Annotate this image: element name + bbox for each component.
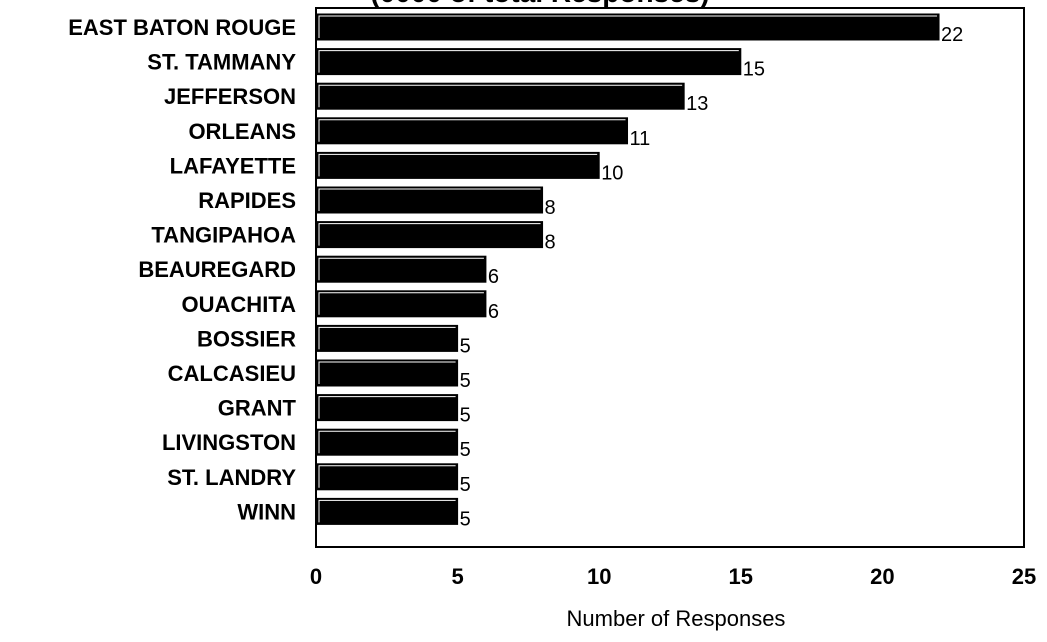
bar-highlight [318, 396, 456, 419]
data-label: 6 [488, 301, 499, 323]
bar-highlight [318, 84, 683, 108]
bar-highlight [318, 119, 626, 142]
category-label: WINN [237, 499, 296, 524]
bar-highlight [318, 188, 541, 211]
category-label: BEAUREGARD [138, 257, 296, 282]
category-label: CALCASIEU [168, 361, 296, 386]
bar [316, 48, 742, 76]
category-label: TANGIPAHOA [151, 223, 296, 248]
x-tick-label: 0 [310, 564, 322, 589]
category-label: OUACHITA [182, 292, 297, 317]
bar-highlight [318, 465, 456, 488]
data-label: 5 [460, 370, 471, 392]
category-label: JEFFERSON [164, 84, 296, 109]
category-label: BOSSIER [197, 326, 296, 351]
bar-highlight [318, 499, 456, 523]
bar [316, 324, 459, 352]
bar-highlight [318, 153, 598, 177]
x-tick-label: 15 [729, 564, 753, 589]
bar-highlight [318, 257, 484, 281]
bar [316, 186, 544, 214]
category-label: ORLEANS [188, 119, 296, 144]
data-label: 22 [941, 24, 963, 46]
data-label: 13 [686, 93, 708, 115]
bar [316, 290, 487, 318]
bar [316, 151, 600, 179]
x-axis-title: Number of Responses [567, 606, 786, 631]
chart-title: (0000 of total Responses) [370, 0, 709, 8]
data-label: 10 [601, 162, 623, 184]
x-tick-label: 5 [451, 564, 463, 589]
bar-highlight [318, 223, 541, 246]
data-label: 15 [743, 59, 765, 81]
category-label: LIVINGSTON [162, 430, 296, 455]
bar [316, 255, 487, 283]
x-tick-label: 10 [587, 564, 611, 589]
bar [316, 428, 459, 456]
category-label: EAST BATON ROUGE [68, 15, 296, 40]
bar [316, 117, 629, 145]
data-label: 8 [545, 197, 556, 219]
category-label: ST. LANDRY [167, 465, 296, 490]
bar-highlight [318, 326, 456, 350]
data-label: 5 [460, 405, 471, 427]
category-label: ST. TAMMANY [147, 50, 296, 75]
bar [316, 221, 544, 249]
data-label: 8 [545, 232, 556, 254]
data-label: 5 [460, 335, 471, 357]
bar [316, 463, 459, 491]
data-label: 5 [460, 474, 471, 496]
bar [316, 82, 685, 110]
data-label: 6 [488, 266, 499, 288]
x-tick-label: 20 [870, 564, 894, 589]
data-label: 5 [460, 508, 471, 530]
bar [316, 394, 459, 422]
data-label: 5 [460, 439, 471, 461]
data-label: 11 [630, 128, 651, 150]
bar [316, 13, 940, 41]
category-label: GRANT [218, 396, 297, 421]
bar [316, 497, 459, 525]
bar [316, 359, 459, 387]
category-label: RAPIDES [198, 188, 296, 213]
bar-highlight [318, 430, 456, 454]
x-tick-label: 25 [1012, 564, 1036, 589]
bar-highlight [318, 361, 456, 384]
bar-highlight [318, 50, 739, 73]
bar-highlight [318, 15, 938, 38]
plot-frame [315, 7, 1025, 548]
category-label: LAFAYETTE [170, 153, 296, 178]
bar-highlight [318, 292, 484, 315]
